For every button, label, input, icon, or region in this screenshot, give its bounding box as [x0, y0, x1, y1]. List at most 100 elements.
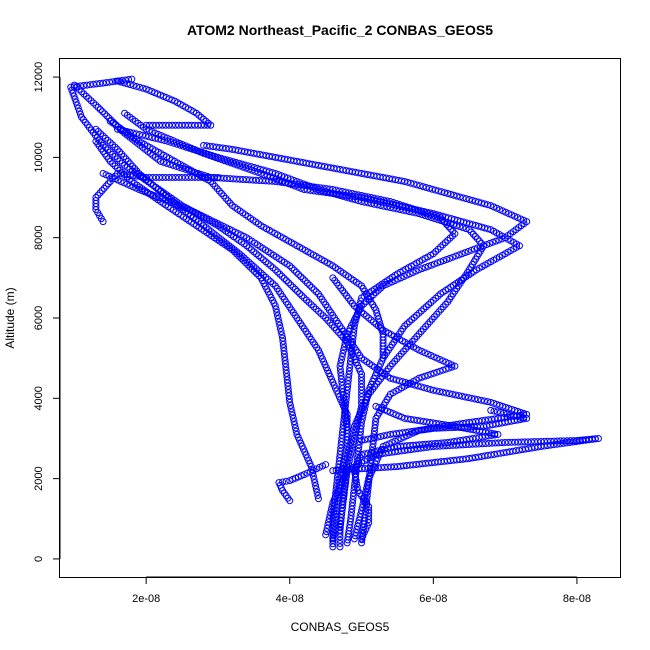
data-point	[145, 173, 153, 181]
data-point	[411, 206, 419, 214]
data-point	[94, 103, 102, 111]
data-point	[343, 455, 351, 463]
data-point	[486, 239, 494, 247]
series-13	[200, 141, 531, 434]
data-point	[360, 528, 368, 536]
data-point	[405, 318, 413, 326]
data-point	[255, 272, 263, 280]
data-point	[151, 134, 159, 142]
data-point	[343, 330, 351, 338]
data-point	[72, 98, 80, 106]
data-point	[500, 409, 508, 417]
data-point	[364, 449, 372, 457]
data-point	[131, 165, 139, 173]
data-point	[417, 307, 425, 315]
data-point	[425, 301, 433, 309]
data-point	[290, 418, 298, 426]
data-point	[313, 488, 321, 496]
data-point	[431, 186, 439, 194]
data-point	[172, 162, 180, 170]
data-point	[487, 406, 495, 414]
data-point	[179, 142, 187, 150]
data-point	[444, 190, 452, 198]
data-point	[120, 153, 128, 161]
data-point	[503, 410, 511, 418]
data-point	[73, 83, 81, 91]
data-point	[534, 438, 542, 446]
data-point	[274, 315, 282, 323]
data-point	[351, 470, 359, 478]
data-point	[462, 225, 470, 233]
data-point	[155, 121, 163, 129]
data-point	[410, 180, 418, 188]
data-point	[483, 241, 491, 249]
data-point	[183, 143, 191, 151]
data-point	[428, 185, 436, 193]
data-point	[374, 286, 382, 294]
data-point	[377, 432, 385, 440]
data-point	[297, 273, 305, 281]
data-point	[118, 150, 126, 158]
data-point	[308, 283, 316, 291]
data-point	[340, 343, 348, 351]
data-point	[450, 191, 458, 199]
data-point	[279, 478, 287, 486]
data-point	[413, 181, 421, 189]
data-point	[109, 141, 117, 149]
data-point	[350, 467, 358, 475]
data-point	[455, 251, 463, 259]
x-tick-label: 6e-08	[419, 593, 447, 605]
data-point	[337, 356, 345, 364]
data-point	[266, 173, 274, 181]
data-point	[396, 201, 404, 209]
data-point	[374, 312, 382, 320]
data-point	[468, 196, 476, 204]
data-point	[345, 448, 353, 456]
data-point	[139, 131, 147, 139]
data-point	[501, 234, 509, 242]
data-point	[198, 173, 206, 181]
x-tick-label: 2e-08	[132, 593, 160, 605]
data-point	[495, 439, 503, 447]
data-point	[347, 435, 355, 443]
data-point	[342, 333, 350, 341]
data-point	[341, 474, 349, 482]
data-point	[277, 328, 285, 336]
data-point	[370, 434, 378, 442]
data-point	[99, 108, 107, 116]
data-point	[296, 290, 304, 298]
data-point	[307, 301, 315, 309]
data-point	[295, 270, 303, 278]
data-point	[429, 386, 437, 394]
data-point	[214, 153, 222, 161]
data-point	[93, 80, 101, 88]
data-point	[142, 121, 150, 129]
data-point	[434, 187, 442, 195]
data-point	[139, 84, 147, 92]
data-point	[111, 152, 119, 160]
data-point	[322, 531, 330, 539]
y-tick-label: 4000	[33, 386, 45, 410]
data-point	[358, 436, 366, 444]
data-point	[434, 292, 442, 300]
data-point	[429, 296, 437, 304]
data-point	[176, 141, 184, 149]
data-point	[317, 310, 325, 318]
series-3	[121, 109, 523, 547]
data-point	[339, 494, 347, 502]
data-point	[498, 235, 506, 243]
data-point	[430, 260, 438, 268]
data-point	[441, 218, 449, 226]
data-point	[149, 121, 157, 129]
data-point	[480, 242, 488, 250]
data-point	[433, 213, 441, 221]
data-point	[209, 153, 217, 161]
data-point	[201, 149, 209, 157]
data-point	[332, 186, 340, 194]
data-point	[451, 230, 459, 238]
data-point	[471, 395, 479, 403]
data-point	[109, 150, 117, 158]
data-point	[453, 192, 461, 200]
data-point	[340, 491, 348, 499]
data-point	[447, 190, 455, 198]
